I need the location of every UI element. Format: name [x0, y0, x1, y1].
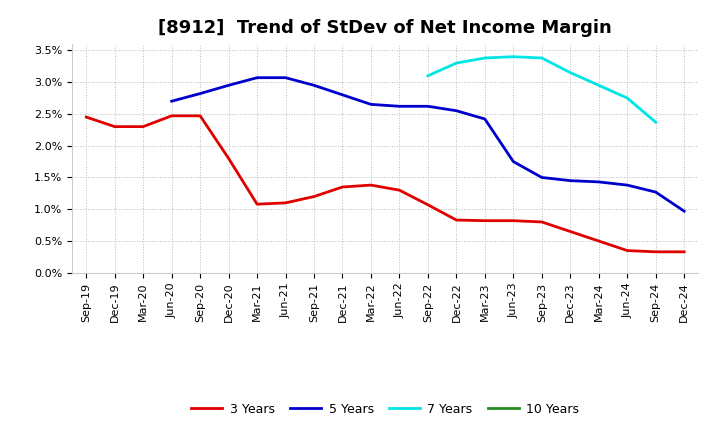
5 Years [623, 183, 631, 188]
5 Years [310, 83, 318, 88]
5 Years [509, 159, 518, 164]
3 Years [253, 202, 261, 207]
3 Years [595, 238, 603, 244]
3 Years [366, 183, 375, 188]
7 Years [509, 54, 518, 59]
Line: 7 Years: 7 Years [428, 57, 656, 122]
7 Years [480, 55, 489, 61]
5 Years [253, 75, 261, 81]
7 Years [452, 60, 461, 66]
5 Years [537, 175, 546, 180]
5 Years [338, 92, 347, 98]
3 Years [139, 124, 148, 129]
5 Years [282, 75, 290, 81]
3 Years [452, 217, 461, 223]
5 Years [423, 104, 432, 109]
3 Years [110, 124, 119, 129]
5 Years [566, 178, 575, 183]
7 Years [623, 95, 631, 101]
3 Years [509, 218, 518, 224]
7 Years [652, 120, 660, 125]
Line: 5 Years: 5 Years [171, 78, 684, 211]
5 Years [452, 108, 461, 114]
Line: 3 Years: 3 Years [86, 116, 684, 252]
7 Years [595, 83, 603, 88]
5 Years [680, 209, 688, 214]
3 Years [310, 194, 318, 199]
5 Years [480, 116, 489, 121]
5 Years [595, 179, 603, 184]
3 Years [167, 113, 176, 118]
5 Years [652, 190, 660, 195]
3 Years [196, 113, 204, 118]
5 Years [225, 83, 233, 88]
3 Years [652, 249, 660, 254]
5 Years [196, 91, 204, 96]
3 Years [680, 249, 688, 254]
7 Years [566, 70, 575, 75]
Legend: 3 Years, 5 Years, 7 Years, 10 Years: 3 Years, 5 Years, 7 Years, 10 Years [186, 398, 585, 421]
3 Years [623, 248, 631, 253]
3 Years [225, 156, 233, 161]
3 Years [566, 229, 575, 234]
Title: [8912]  Trend of StDev of Net Income Margin: [8912] Trend of StDev of Net Income Marg… [158, 19, 612, 37]
3 Years [537, 219, 546, 224]
3 Years [395, 187, 404, 193]
7 Years [537, 55, 546, 61]
5 Years [395, 104, 404, 109]
5 Years [366, 102, 375, 107]
3 Years [282, 200, 290, 205]
3 Years [480, 218, 489, 224]
7 Years [423, 73, 432, 78]
3 Years [423, 202, 432, 207]
5 Years [167, 99, 176, 104]
3 Years [82, 114, 91, 120]
3 Years [338, 184, 347, 190]
